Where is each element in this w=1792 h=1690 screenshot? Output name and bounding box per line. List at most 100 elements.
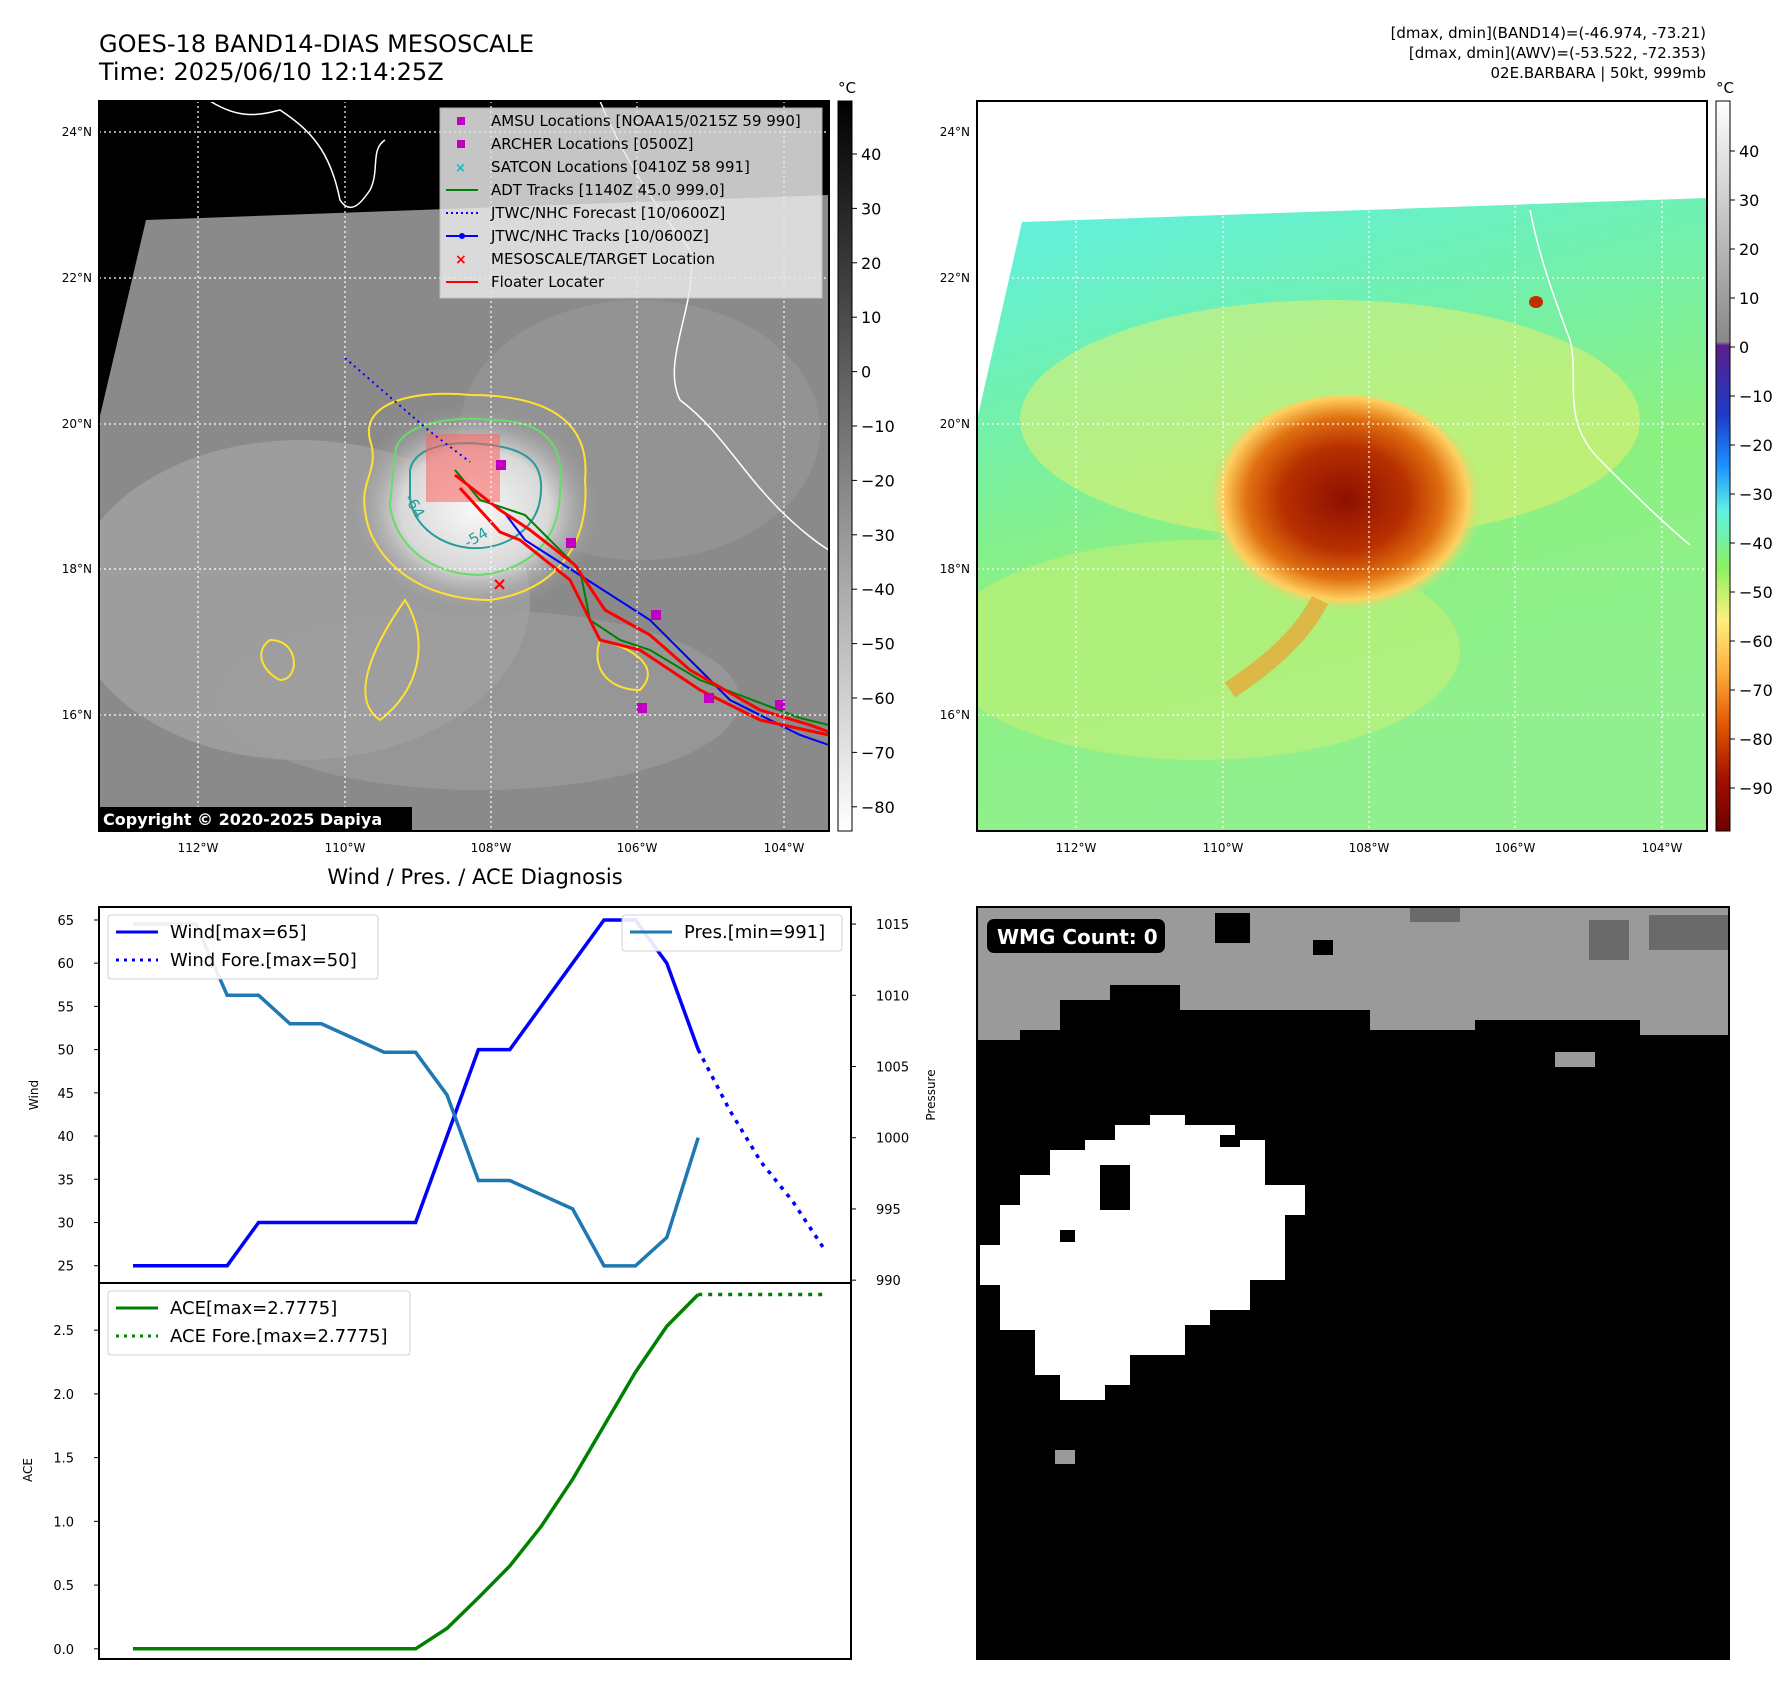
awv-lon-106: 106°W (1495, 841, 1536, 855)
wind-ytick-label: 50 (57, 1044, 74, 1059)
archer-marker (496, 460, 506, 470)
awv-colorbar-tick-label: −80 (1739, 730, 1773, 749)
awv-lon-110: 110°W (1203, 841, 1244, 855)
ace-ytick-label: 2.5 (53, 1324, 74, 1339)
ace-ytick-label: 1.0 (53, 1515, 74, 1530)
ace-ytick-label: 0.0 (53, 1643, 74, 1658)
ir-colorbar-tick-label: −60 (861, 689, 895, 708)
ace-ytick-label: 1.5 (53, 1452, 74, 1467)
ir-colorbar-tick-label: −80 (861, 798, 895, 817)
ace-ytick-label: 2.0 (53, 1388, 74, 1403)
awv-colorbar-tick-label: −10 (1739, 387, 1773, 406)
wind-ytick-label: 40 (57, 1130, 74, 1145)
ir-lon-112: 112°W (178, 841, 219, 855)
awv-lat-22: 22°N (940, 271, 970, 285)
ace-ylabel: ACE (21, 1458, 35, 1482)
wind-ylabel: Wind (27, 1080, 41, 1110)
legend-floater: Floater Locater (491, 273, 605, 291)
legend-wind-fore: Wind Fore.[max=50] (170, 950, 357, 971)
ir-colorbar-tick-label: −10 (861, 417, 895, 436)
ace-legend: ACE[max=2.7775] ACE Fore.[max=2.7775] (107, 1290, 411, 1356)
pres-ytick-label: 1015 (876, 918, 909, 933)
svg-text:×: × (455, 161, 466, 176)
awv-lat-18: 18°N (940, 562, 970, 576)
wmg-white-region (980, 1115, 1305, 1400)
wind-ytick-label: 60 (57, 957, 74, 972)
ir-colorbar-unit: °C (838, 79, 856, 97)
ir-lat-16: 16°N (62, 708, 92, 722)
wind-pres-chart: 25 30 35 40 45 50 55 60 65 990 995 1000 1005 1010 1015… (27, 906, 938, 1289)
awv-lat-20: 20°N (940, 417, 970, 431)
awv-colorbar-tick-label: −50 (1739, 583, 1773, 602)
ace-ytick-label: 0.5 (53, 1579, 74, 1594)
awv-storm-core (1205, 395, 1485, 625)
legend-target: MESOSCALE/TARGET Location (491, 250, 715, 268)
ir-colorbar-tick-label: −70 (861, 743, 895, 762)
awv-colorbar-tick-label: 0 (1739, 338, 1749, 357)
pres-ytick-label: 1005 (876, 1061, 909, 1076)
legend-wind: Wind[max=65] (170, 922, 307, 943)
ir-lon-106: 106°W (617, 841, 658, 855)
awv-colorbar-tick-label: 30 (1739, 191, 1759, 210)
legend-forecast: JTWC/NHC Forecast [10/0600Z] (490, 204, 725, 222)
pres-ytick-label: 995 (876, 1203, 901, 1218)
legend-ace: ACE[max=2.7775] (170, 1298, 337, 1319)
legend-satcon: SATCON Locations [0410Z 58 991] (491, 158, 750, 176)
copyright-label: Copyright © 2020-2025 Dapiya (103, 810, 382, 829)
legend-adt: ADT Tracks [1140Z 45.0 999.0] (491, 181, 725, 199)
wmg-count-label: WMG Count: 0 (997, 925, 1158, 949)
awv-lat-16: 16°N (940, 708, 970, 722)
figure-title: GOES-18 BAND14-DIAS MESOSCALE (99, 30, 534, 58)
awv-colorbar-tick-label: −90 (1739, 779, 1773, 798)
awv-colorbar-tick-label: −40 (1739, 534, 1773, 553)
awv-lon-104: 104°W (1642, 841, 1683, 855)
target-marker: × (492, 574, 507, 595)
info-line-1: [dmax, dmin](BAND14)=(-46.974, -73.21) (1391, 24, 1706, 42)
ir-storm-core (340, 400, 610, 620)
legend-archer: ARCHER Locations [0500Z] (491, 135, 694, 153)
pres-ytick-label: 990 (876, 1274, 901, 1289)
wmg-panel: WMG Count: 0 (976, 906, 1730, 1660)
floater-track (454, 473, 829, 734)
ir-lon-104: 104°W (764, 841, 805, 855)
ir-colorbar-tick-label: −40 (861, 580, 895, 599)
legend-jtwc: JTWC/NHC Tracks [10/0600Z] (490, 227, 709, 245)
ir-lon-110: 110°W (325, 841, 366, 855)
legend-pres: Pres.[min=991] (684, 922, 825, 943)
pressure-ylabel: Pressure (924, 1069, 938, 1120)
series-pres-line (133, 922, 700, 1268)
ir-lon-108: 108°W (471, 841, 512, 855)
ir-colorbar-tick-label: −20 (861, 471, 895, 490)
awv-colorbar-tick-label: −70 (1739, 681, 1773, 700)
ir-map-panel: -64 -54 × (62, 79, 895, 855)
legend-ace-fore: ACE Fore.[max=2.7775] (170, 1326, 388, 1347)
ace-chart: 0.0 0.5 1.0 1.5 2.0 2.5 ACE ACE[max=2.7775] A… (21, 1282, 852, 1660)
jtwc-track (503, 511, 829, 746)
ir-colorbar-tick-label: 10 (861, 308, 881, 327)
pres-ytick-label: 1000 (876, 1132, 909, 1147)
wind-ytick-label: 45 (57, 1087, 74, 1102)
awv-lat-24: 24°N (940, 125, 970, 139)
ir-lat-24: 24°N (62, 125, 92, 139)
ir-colorbar-tick-label: 40 (861, 145, 881, 164)
info-line-2: [dmax, dmin](AWV)=(-53.522, -72.353) (1409, 44, 1706, 62)
ir-legend: AMSU Locations [NOAA15/0215Z 59 990] ARC… (439, 107, 823, 299)
series-windline (133, 918, 700, 1268)
wind-ytick-label: 30 (57, 1216, 74, 1231)
wind-ytick-label: 35 (57, 1173, 74, 1188)
legend-amsu: AMSU Locations [NOAA15/0215Z 59 990] (491, 112, 801, 130)
amsu-marker (651, 610, 661, 620)
pres-ytick-label: 1010 (876, 989, 909, 1004)
ir-colorbar-tick-label: −30 (861, 526, 895, 545)
awv-colorbar (1715, 100, 1731, 832)
ir-colorbar-tick-label: 0 (861, 363, 871, 382)
ir-colorbar (837, 100, 853, 832)
ir-colorbar-tick-label: 30 (861, 199, 881, 218)
awv-colorbar-tick-label: 20 (1739, 240, 1759, 259)
awv-colorbar-tick-label: −60 (1739, 632, 1773, 651)
series-aceline (133, 1293, 700, 1651)
ir-colorbar-tick-label: −50 (861, 635, 895, 654)
ir-lat-22: 22°N (62, 271, 92, 285)
awv-lon-108: 108°W (1349, 841, 1390, 855)
wind-ytick-label: 65 (57, 914, 74, 929)
